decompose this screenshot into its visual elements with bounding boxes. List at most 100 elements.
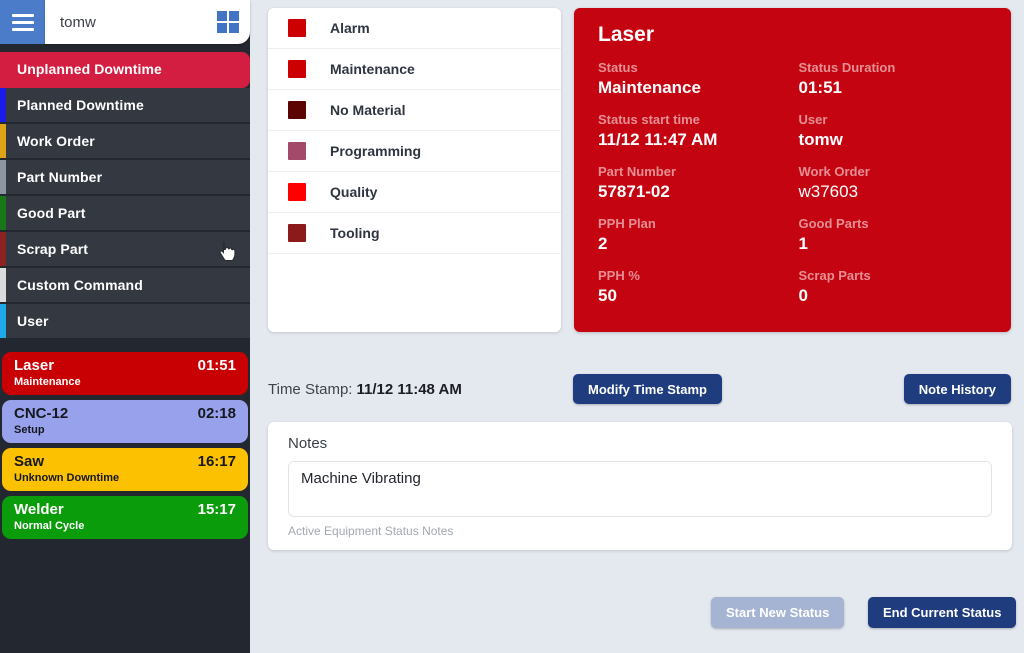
modify-time-stamp-button[interactable]: Modify Time Stamp bbox=[573, 374, 722, 404]
active-status-card: Laser Status Maintenance Status Duration… bbox=[574, 8, 1011, 332]
start-new-status-button[interactable]: Start New Status bbox=[711, 597, 845, 628]
menu-item-color-stripe bbox=[0, 232, 6, 266]
reason-row[interactable]: No Material bbox=[268, 90, 561, 131]
status-field: PPH Plan 2 bbox=[598, 216, 787, 254]
status-field-value: 0 bbox=[798, 286, 808, 305]
menu-item[interactable]: Work Order bbox=[0, 124, 250, 160]
note-history-button[interactable]: Note History bbox=[903, 374, 1011, 404]
status-field-value: 2 bbox=[598, 234, 608, 253]
machine-status-duration: 15:17 bbox=[197, 501, 236, 518]
current-user-label: tomw bbox=[60, 13, 96, 31]
reason-color-swatch bbox=[288, 101, 306, 119]
status-field-label: Status bbox=[598, 60, 638, 75]
menu-item-color-stripe bbox=[0, 304, 6, 338]
status-field-value: tomw bbox=[798, 130, 843, 149]
menu-item[interactable]: Scrap Part bbox=[0, 232, 250, 268]
reason-row[interactable]: Alarm bbox=[268, 8, 561, 49]
command-menu: Unplanned Downtime Planned Downtime Work… bbox=[0, 52, 250, 340]
machine-card[interactable]: Laser 01:51 Maintenance bbox=[2, 352, 248, 395]
user-selector[interactable]: tomw bbox=[45, 0, 250, 44]
reason-label: Tooling bbox=[330, 225, 380, 241]
machine-status: Unknown Downtime bbox=[14, 472, 120, 484]
menu-item[interactable]: User bbox=[0, 304, 250, 340]
hamburger-menu-button[interactable] bbox=[0, 0, 45, 44]
status-field-label: PPH % bbox=[598, 268, 640, 283]
machine-status-duration: 02:18 bbox=[197, 405, 236, 422]
reason-label: Quality bbox=[330, 184, 378, 200]
time-stamp: Time Stamp: 11/12 11:48 AM bbox=[268, 381, 462, 398]
menu-item-label: User bbox=[17, 313, 49, 329]
status-field: Work Order w37603 bbox=[799, 164, 988, 202]
machine-card[interactable]: Saw 16:17 Unknown Downtime bbox=[2, 448, 248, 491]
status-field-label: PPH Plan bbox=[598, 216, 656, 231]
status-field-label: Scrap Parts bbox=[798, 268, 871, 283]
menu-item-color-stripe bbox=[0, 160, 6, 194]
machine-list: Laser 01:51 Maintenance CNC-12 02:18 Set… bbox=[2, 352, 248, 539]
menu-item-color-stripe bbox=[0, 268, 6, 302]
reason-label: Alarm bbox=[330, 20, 370, 36]
notes-helper-text: Active Equipment Status Notes bbox=[288, 524, 454, 538]
status-field-label: User bbox=[798, 112, 828, 127]
menu-item-label: Unplanned Downtime bbox=[17, 61, 162, 77]
status-field-label: Work Order bbox=[798, 164, 870, 179]
status-field-value: 50 bbox=[598, 286, 617, 305]
status-field: PPH % 50 bbox=[598, 268, 787, 306]
menu-item-label: Custom Command bbox=[17, 277, 143, 293]
status-field: User tomw bbox=[799, 112, 988, 150]
status-field-label: Status Duration bbox=[798, 60, 896, 75]
machine-card[interactable]: CNC-12 02:18 Setup bbox=[2, 400, 248, 443]
menu-item-label: Planned Downtime bbox=[17, 97, 144, 113]
menu-item-color-stripe bbox=[0, 124, 6, 158]
machine-status: Maintenance bbox=[14, 376, 81, 388]
status-field-value: 11/12 11:47 AM bbox=[598, 130, 718, 149]
status-card-title: Laser bbox=[598, 23, 655, 46]
time-stamp-value: 11/12 11:48 AM bbox=[356, 381, 462, 398]
reason-color-swatch bbox=[288, 19, 306, 37]
machine-status-duration: 01:51 bbox=[197, 357, 236, 374]
notes-card: Notes Machine Vibrating Active Equipment… bbox=[268, 422, 1012, 550]
menu-item-color-stripe bbox=[0, 88, 6, 122]
status-field-label: Good Parts bbox=[798, 216, 869, 231]
menu-item[interactable]: Planned Downtime bbox=[0, 88, 250, 124]
menu-item[interactable]: Custom Command bbox=[0, 268, 250, 304]
status-field: Status Maintenance bbox=[598, 60, 787, 98]
reason-label: Maintenance bbox=[330, 61, 415, 77]
status-fields: Status Maintenance Status Duration 01:51… bbox=[598, 60, 987, 306]
grid-apps-icon[interactable] bbox=[217, 11, 239, 33]
status-field-value: w37603 bbox=[798, 182, 859, 201]
end-current-status-button[interactable]: End Current Status bbox=[868, 597, 1017, 628]
status-field: Scrap Parts 0 bbox=[799, 268, 988, 306]
status-field-label: Part Number bbox=[598, 164, 677, 179]
reason-row[interactable]: Quality bbox=[268, 172, 561, 213]
reason-label: No Material bbox=[330, 102, 406, 118]
time-stamp-label: Time Stamp: bbox=[268, 381, 353, 398]
machine-name: Welder bbox=[14, 501, 64, 518]
menu-item-label: Good Part bbox=[17, 205, 86, 221]
sidebar-header: tomw bbox=[0, 0, 250, 44]
menu-item-color-stripe bbox=[0, 196, 6, 230]
status-field: Good Parts 1 bbox=[799, 216, 988, 254]
menu-item[interactable]: Part Number bbox=[0, 160, 250, 196]
downtime-reason-list: Alarm Maintenance No Material Programmin… bbox=[268, 8, 561, 332]
sidebar: tomw Unplanned Downtime Planned Downtime bbox=[0, 0, 250, 653]
menu-item-label: Work Order bbox=[17, 133, 95, 149]
machine-card[interactable]: Welder 15:17 Normal Cycle bbox=[2, 496, 248, 539]
status-field-value: 57871-02 bbox=[598, 182, 670, 201]
reason-color-swatch bbox=[288, 183, 306, 201]
menu-item[interactable]: Good Part bbox=[0, 196, 250, 232]
reason-label: Programming bbox=[330, 143, 422, 159]
menu-item-label: Part Number bbox=[17, 169, 103, 185]
notes-input[interactable]: Machine Vibrating bbox=[288, 461, 992, 517]
reason-row[interactable]: Programming bbox=[268, 131, 561, 172]
reason-row[interactable]: Maintenance bbox=[268, 49, 561, 90]
reason-row[interactable]: Tooling bbox=[268, 213, 561, 254]
menu-item[interactable]: Unplanned Downtime bbox=[0, 52, 250, 88]
notes-label: Notes bbox=[288, 435, 328, 452]
status-field: Status start time 11/12 11:47 AM bbox=[598, 112, 787, 150]
status-field-label: Status start time bbox=[598, 112, 700, 127]
status-field-value: 1 bbox=[798, 234, 808, 253]
machine-name: CNC-12 bbox=[14, 405, 69, 422]
status-field-value: Maintenance bbox=[598, 78, 701, 97]
machine-status: Normal Cycle bbox=[14, 520, 85, 532]
reason-color-swatch bbox=[288, 142, 306, 160]
